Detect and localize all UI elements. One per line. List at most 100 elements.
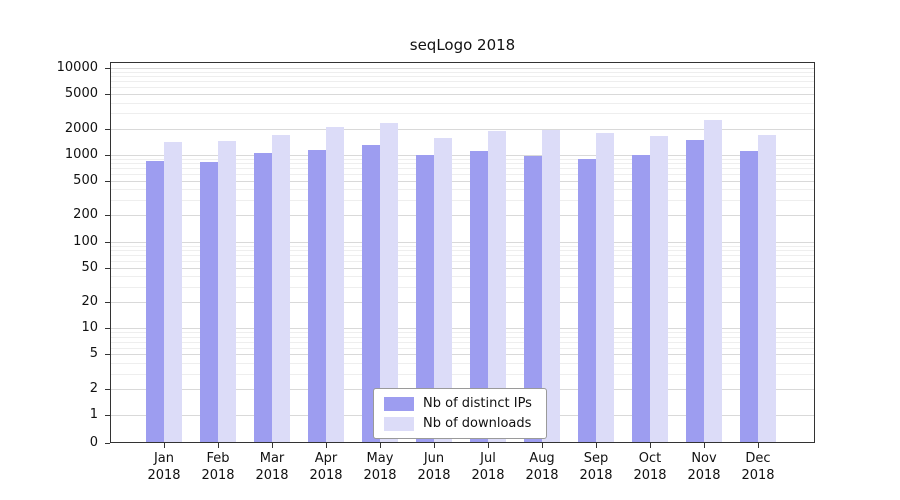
- x-tick-label-jun: Jun 2018: [417, 451, 451, 483]
- y-tick-label: 10000: [56, 60, 98, 75]
- y-tick-mark: [105, 128, 110, 130]
- legend-item-distinct-ips: Nb of distinct IPs: [384, 396, 532, 411]
- x-tick-label-nov: Nov 2018: [687, 451, 721, 483]
- x-tick-label-feb: Feb 2018: [201, 451, 235, 483]
- chart-title: seqLogo 2018: [409, 36, 516, 54]
- x-tick-label-oct: Oct 2018: [633, 451, 667, 483]
- x-tick-mark: [326, 443, 327, 448]
- x-tick-mark: [218, 443, 219, 448]
- bar-sep-distinct-ips: [578, 158, 596, 443]
- y-tick-mark: [105, 154, 110, 156]
- major-gridline: [110, 328, 815, 330]
- bar-jul-distinct-ips: [470, 151, 488, 443]
- minor-gridline: [110, 102, 815, 104]
- bar-jul-downloads: [488, 130, 506, 443]
- legend-swatch-downloads: [384, 416, 414, 431]
- y-tick-mark: [105, 267, 110, 269]
- bar-apr-downloads: [326, 126, 344, 443]
- bar-jun-distinct-ips: [416, 154, 434, 444]
- y-tick-mark: [105, 302, 110, 304]
- bar-oct-downloads: [650, 135, 668, 443]
- y-tick-label: 100: [73, 233, 98, 249]
- x-tick-label-dec: Dec 2018: [741, 451, 775, 483]
- x-tick-mark: [434, 443, 435, 448]
- x-tick-label-may: May 2018: [363, 451, 397, 483]
- major-gridline: [110, 154, 815, 156]
- y-tick-label: 200: [73, 207, 98, 223]
- y-tick-mark: [105, 443, 110, 444]
- bar-aug-downloads: [542, 129, 560, 443]
- bar-feb-downloads: [218, 140, 236, 443]
- x-tick-label-aug: Aug 2018: [525, 451, 559, 483]
- minor-gridline: [110, 347, 815, 349]
- major-gridline: [110, 354, 815, 356]
- minor-gridline: [110, 245, 815, 247]
- x-tick-mark: [164, 443, 165, 448]
- minor-gridline: [110, 87, 815, 89]
- y-tick-mark: [105, 241, 110, 243]
- legend-item-downloads: Nb of downloads: [384, 416, 532, 431]
- minor-gridline: [110, 276, 815, 277]
- x-tick-mark: [650, 443, 651, 448]
- y-tick-label: 1: [89, 407, 98, 422]
- minor-gridline: [110, 332, 815, 334]
- minor-gridline: [110, 249, 815, 251]
- minor-gridline: [110, 336, 815, 338]
- minor-gridline: [110, 72, 815, 73]
- bar-mar-downloads: [272, 134, 290, 443]
- bar-sep-downloads: [596, 132, 614, 443]
- minor-gridline: [110, 81, 815, 83]
- y-tick-label: 50: [81, 259, 98, 275]
- bar-nov-downloads: [704, 120, 722, 443]
- y-tick-label: 1000: [64, 146, 98, 162]
- major-gridline: [110, 302, 815, 304]
- major-gridline: [110, 267, 815, 269]
- x-tick-label-mar: Mar 2018: [255, 451, 289, 483]
- bar-feb-distinct-ips: [200, 161, 218, 443]
- major-gridline: [110, 241, 815, 243]
- bar-mar-distinct-ips: [254, 152, 272, 443]
- bar-may-distinct-ips: [362, 144, 380, 443]
- minor-gridline: [110, 260, 815, 262]
- minor-gridline: [110, 174, 815, 175]
- minor-gridline: [110, 76, 815, 78]
- minor-gridline: [110, 163, 815, 165]
- y-tick-label: 0: [89, 435, 98, 450]
- y-tick-mark: [105, 415, 110, 416]
- y-tick-label: 2000: [64, 120, 98, 136]
- minor-gridline: [110, 200, 815, 202]
- y-tick-mark: [105, 215, 110, 217]
- minor-gridline: [110, 254, 815, 256]
- x-tick-label-apr: Apr 2018: [309, 451, 343, 483]
- bar-nov-distinct-ips: [686, 139, 704, 443]
- bar-dec-downloads: [758, 134, 776, 443]
- y-tick-label: 2: [89, 380, 98, 396]
- y-tick-label: 5: [89, 346, 98, 362]
- bar-jan-distinct-ips: [146, 160, 164, 443]
- y-tick-label: 5000: [64, 86, 98, 102]
- y-tick-label: 20: [81, 294, 98, 310]
- legend-swatch-distinct-ips: [384, 396, 414, 411]
- x-tick-mark: [758, 443, 759, 448]
- x-tick-mark: [542, 443, 543, 448]
- minor-gridline: [110, 158, 815, 160]
- x-tick-label-sep: Sep 2018: [579, 451, 613, 483]
- minor-gridline: [110, 168, 815, 170]
- y-tick-mark: [105, 68, 110, 69]
- minor-gridline: [110, 362, 815, 364]
- minor-gridline: [110, 113, 815, 115]
- bar-dec-distinct-ips: [740, 150, 758, 443]
- x-tick-label-jul: Jul 2018: [471, 451, 505, 483]
- minor-gridline: [110, 373, 815, 375]
- minor-gridline: [110, 341, 815, 343]
- major-gridline: [110, 68, 815, 69]
- y-tick-mark: [105, 180, 110, 182]
- major-gridline: [110, 215, 815, 217]
- legend-label-distinct-ips: Nb of distinct IPs: [423, 396, 532, 411]
- y-tick-mark: [105, 354, 110, 356]
- bar-aug-distinct-ips: [524, 156, 542, 443]
- y-tick-mark: [105, 94, 110, 96]
- legend-label-downloads: Nb of downloads: [423, 416, 532, 431]
- bar-oct-distinct-ips: [632, 154, 650, 444]
